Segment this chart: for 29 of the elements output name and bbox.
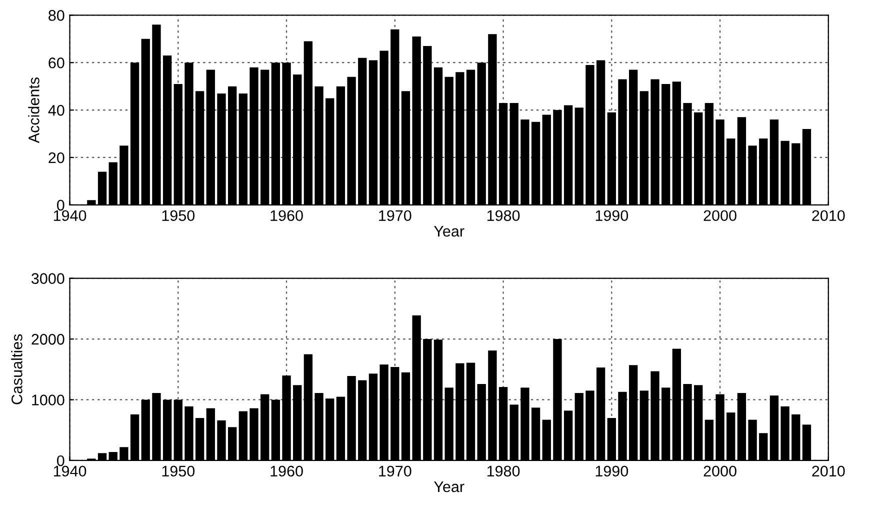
y-tick-label: 2000 bbox=[32, 334, 64, 345]
y-axis-title: Casualties bbox=[11, 334, 22, 404]
x-tick-label: 1950 bbox=[162, 210, 195, 222]
x-tick-label: 2010 bbox=[812, 210, 845, 222]
x-axis-title: Year bbox=[434, 226, 464, 237]
x-axis-title: Year bbox=[434, 482, 464, 492]
x-tick-label: 1960 bbox=[270, 210, 303, 222]
x-tick-label: 1940 bbox=[54, 210, 86, 222]
x-tick-label: 2000 bbox=[704, 466, 736, 477]
x-tick-label: 1970 bbox=[379, 210, 412, 222]
x-tick-label: 1950 bbox=[162, 466, 195, 477]
y-tick-label: 40 bbox=[48, 104, 64, 116]
y-tick-label: 0 bbox=[57, 455, 64, 466]
x-tick-label: 1980 bbox=[487, 210, 520, 222]
y-tick-label: 80 bbox=[48, 10, 64, 21]
x-tick-label: 1990 bbox=[596, 210, 628, 222]
x-tick-label: 1940 bbox=[54, 466, 86, 477]
x-tick-label: 2000 bbox=[704, 210, 736, 222]
x-tick-label: 2010 bbox=[812, 466, 845, 477]
x-tick-label: 1970 bbox=[379, 466, 412, 477]
y-tick-label: 1000 bbox=[32, 394, 64, 406]
y-axis-title: Accidents bbox=[28, 77, 40, 144]
x-tick-label: 1960 bbox=[270, 466, 303, 477]
y-tick-label: 0 bbox=[57, 200, 64, 211]
x-tick-label: 1980 bbox=[487, 466, 520, 477]
y-tick-label: 3000 bbox=[32, 273, 64, 284]
y-tick-label: 20 bbox=[48, 152, 64, 164]
x-tick-label: 1990 bbox=[596, 466, 628, 477]
y-tick-label: 60 bbox=[48, 57, 64, 68]
